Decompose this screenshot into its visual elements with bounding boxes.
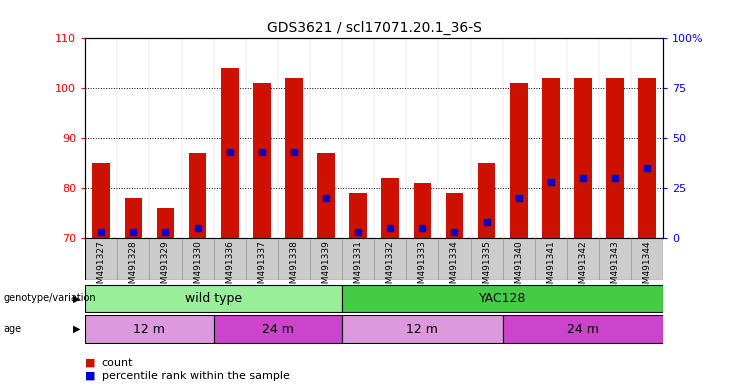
Text: GSM491341: GSM491341 [546, 240, 555, 295]
Text: 24 m: 24 m [262, 323, 294, 336]
Bar [510, 83, 528, 238]
Bar [382, 178, 399, 238]
Text: percentile rank within the sample: percentile rank within the sample [102, 371, 290, 381]
Text: GSM491334: GSM491334 [450, 240, 459, 295]
Text: GSM491327: GSM491327 [97, 240, 106, 295]
Text: 12 m: 12 m [133, 323, 165, 336]
Bar [124, 198, 142, 238]
Text: GSM491333: GSM491333 [418, 240, 427, 295]
Text: ▶: ▶ [73, 293, 80, 303]
Bar [445, 193, 463, 238]
Bar [478, 163, 496, 238]
Bar [413, 183, 431, 238]
Bar [85, 316, 213, 343]
Text: genotype/variation: genotype/variation [4, 293, 96, 303]
Bar [85, 285, 342, 313]
Text: GSM491344: GSM491344 [642, 240, 651, 295]
Text: 24 m: 24 m [567, 323, 599, 336]
Text: GSM491337: GSM491337 [257, 240, 266, 295]
Text: GSM491336: GSM491336 [225, 240, 234, 295]
Text: GSM491328: GSM491328 [129, 240, 138, 295]
Title: GDS3621 / scl17071.20.1_36-S: GDS3621 / scl17071.20.1_36-S [267, 20, 482, 35]
Text: age: age [4, 324, 21, 334]
Text: ■: ■ [85, 371, 96, 381]
Bar [349, 193, 367, 238]
Text: count: count [102, 358, 133, 368]
Bar [93, 163, 110, 238]
Text: YAC128: YAC128 [479, 292, 526, 305]
Bar [253, 83, 270, 238]
Bar [221, 68, 239, 238]
Text: 12 m: 12 m [406, 323, 439, 336]
Bar [606, 78, 624, 238]
Bar [189, 153, 207, 238]
Bar [502, 316, 663, 343]
Bar [213, 316, 342, 343]
Text: GSM491331: GSM491331 [353, 240, 362, 295]
Text: wild type: wild type [185, 292, 242, 305]
Text: GSM491339: GSM491339 [322, 240, 330, 295]
Text: GSM491343: GSM491343 [611, 240, 619, 295]
Text: ▶: ▶ [73, 324, 80, 334]
Bar [342, 285, 663, 313]
Text: ■: ■ [85, 358, 96, 368]
Bar [542, 78, 559, 238]
Text: GSM491329: GSM491329 [161, 240, 170, 295]
Text: GSM491335: GSM491335 [482, 240, 491, 295]
Text: GSM491342: GSM491342 [579, 240, 588, 295]
Text: GSM491340: GSM491340 [514, 240, 523, 295]
Bar [342, 316, 502, 343]
Bar [285, 78, 303, 238]
Bar [638, 78, 656, 238]
Text: GSM491330: GSM491330 [193, 240, 202, 295]
Bar [156, 208, 174, 238]
Text: GSM491332: GSM491332 [386, 240, 395, 295]
Bar [317, 153, 335, 238]
Text: GSM491338: GSM491338 [290, 240, 299, 295]
Bar [574, 78, 592, 238]
